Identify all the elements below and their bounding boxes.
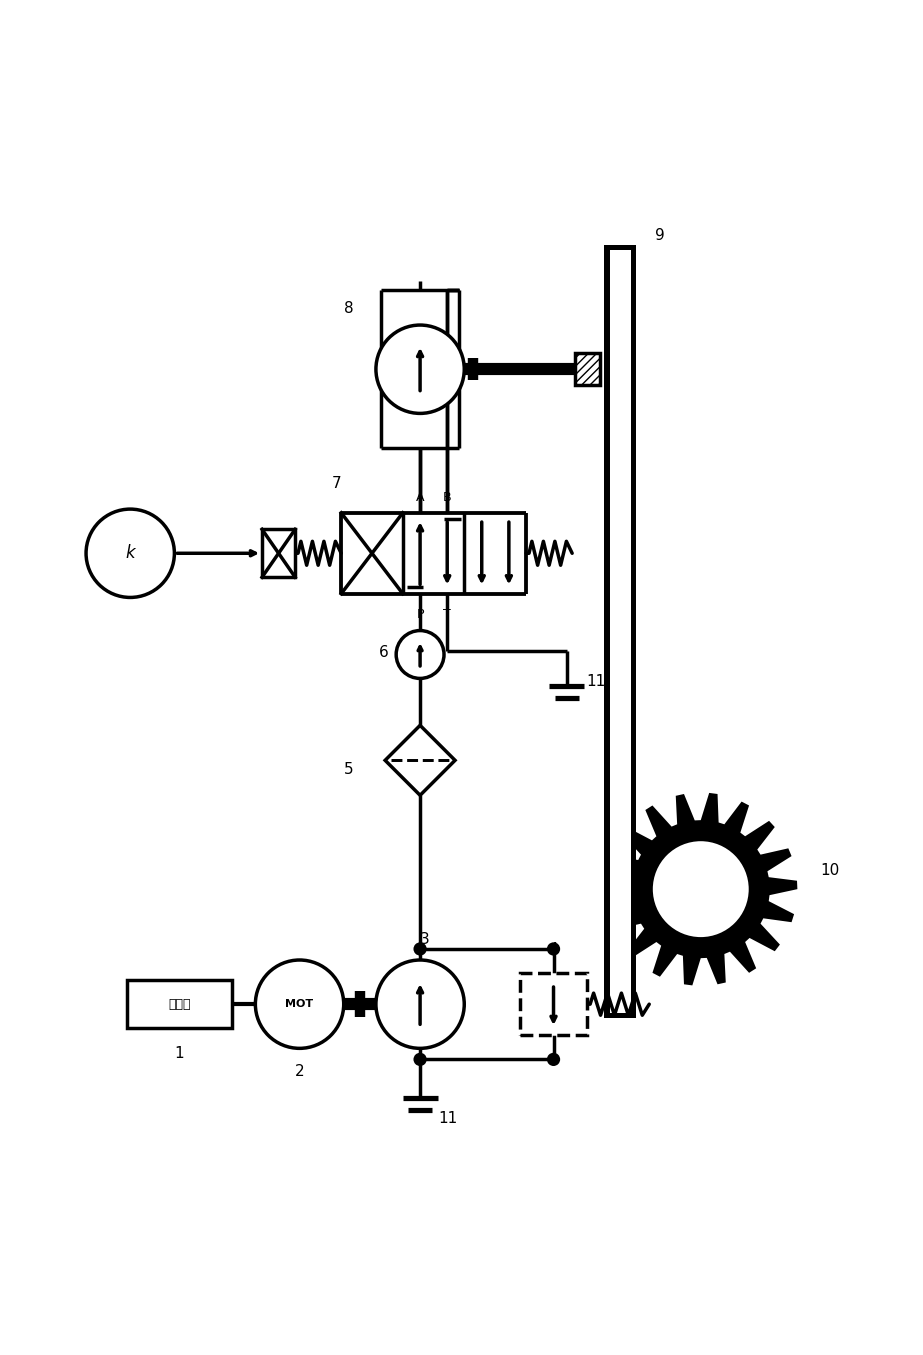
Text: 6: 6 (378, 645, 389, 660)
Text: A: A (416, 491, 425, 504)
Text: 变频器: 变频器 (168, 997, 191, 1011)
Text: 10: 10 (821, 863, 840, 878)
Text: 5: 5 (343, 762, 354, 776)
Bar (262, 530, 295, 577)
Circle shape (414, 942, 426, 955)
Text: 4: 4 (548, 942, 558, 958)
Text: P: P (416, 608, 424, 622)
Text: T: T (443, 608, 451, 622)
Bar (521, 973, 587, 1035)
Bar (605, 245, 636, 1018)
Circle shape (651, 840, 750, 939)
Text: 1: 1 (174, 1046, 185, 1061)
Text: 3: 3 (420, 932, 429, 947)
Circle shape (547, 1053, 560, 1066)
Text: 8: 8 (343, 301, 354, 316)
Circle shape (256, 959, 343, 1049)
Text: k: k (126, 545, 135, 562)
Text: 2: 2 (294, 1064, 305, 1079)
Circle shape (396, 630, 444, 679)
Text: 9: 9 (654, 228, 665, 244)
Polygon shape (605, 793, 797, 985)
Polygon shape (385, 725, 455, 795)
Text: 7: 7 (331, 476, 342, 491)
Text: MOT: MOT (285, 999, 314, 1009)
Bar (610, 249, 630, 1014)
Circle shape (86, 509, 174, 598)
Circle shape (376, 325, 464, 413)
Text: B: B (443, 491, 451, 504)
Bar (575, 354, 601, 385)
Text: 11: 11 (587, 673, 605, 688)
Circle shape (547, 942, 560, 955)
Text: 11: 11 (438, 1111, 457, 1126)
Bar (126, 980, 233, 1028)
Circle shape (414, 1053, 426, 1066)
Circle shape (376, 959, 464, 1049)
